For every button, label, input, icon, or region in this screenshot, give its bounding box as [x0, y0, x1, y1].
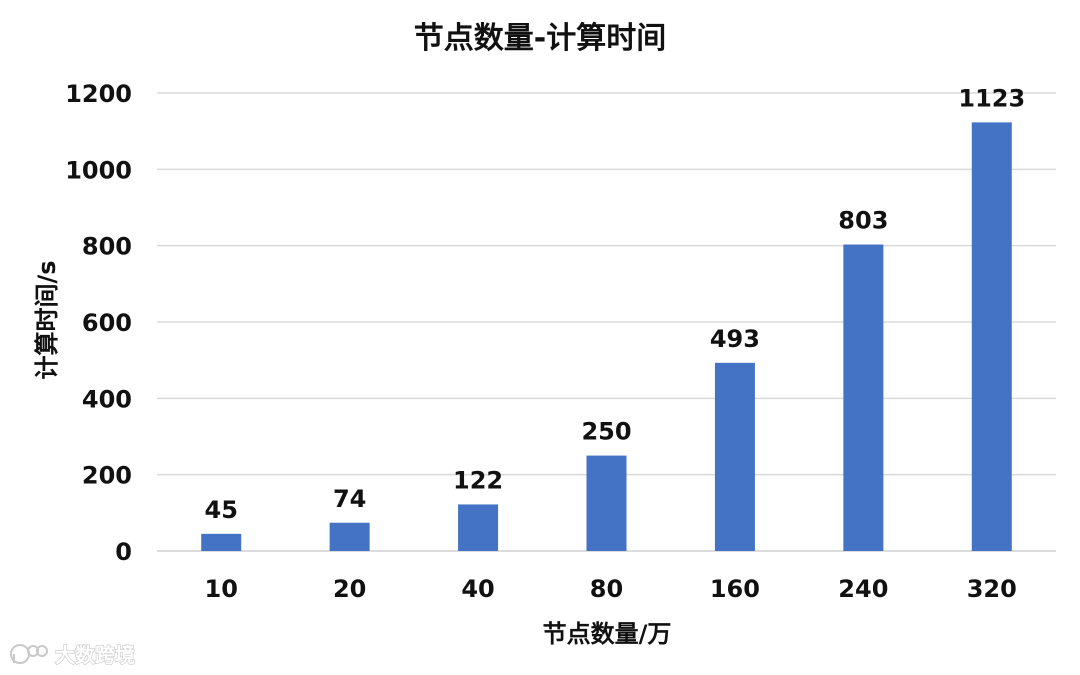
- bar: [714, 362, 755, 551]
- x-tick-label: 10: [205, 575, 238, 603]
- y-tick-label: 0: [115, 538, 132, 566]
- bar: [329, 522, 370, 551]
- y-tick-label: 600: [82, 309, 132, 337]
- bar-value-label: 1123: [958, 84, 1025, 112]
- bar: [843, 244, 884, 551]
- watermark-text: 大数跨境: [55, 643, 135, 667]
- bar-value-label: 45: [205, 496, 238, 524]
- bar: [458, 504, 499, 551]
- logo-icon: [10, 644, 48, 664]
- bars: [201, 122, 1012, 551]
- chart-title: 节点数量-计算时间: [414, 21, 666, 56]
- bar-value-label: 74: [333, 485, 366, 513]
- bar: [586, 455, 627, 551]
- gridlines: [157, 92, 1056, 552]
- y-axis-ticks: 0 200 400 600 800 1000 1200: [65, 80, 132, 566]
- x-tick-label: 40: [461, 575, 494, 603]
- x-tick-label: 240: [838, 575, 888, 603]
- x-axis-ticks: 10 20 40 80 160 240 320: [205, 575, 1017, 603]
- data-labels: 45 74 122 250 493 803 1123: [205, 84, 1026, 523]
- bar-value-label: 122: [453, 466, 503, 494]
- y-tick-label: 800: [82, 233, 132, 261]
- watermark: 大数跨境: [10, 642, 136, 668]
- x-tick-label: 160: [710, 575, 760, 603]
- y-tick-label: 1200: [65, 80, 132, 108]
- x-tick-label: 320: [967, 575, 1017, 603]
- y-tick-label: 200: [82, 462, 132, 490]
- x-tick-label: 80: [590, 575, 623, 603]
- x-tick-label: 20: [333, 575, 366, 603]
- bar-value-label: 250: [581, 418, 631, 446]
- x-axis-label: 节点数量/万: [543, 620, 672, 648]
- y-tick-label: 400: [82, 385, 132, 413]
- bar-value-label: 493: [710, 325, 760, 353]
- y-axis-label: 计算时间/s: [33, 260, 61, 379]
- bar: [201, 533, 242, 551]
- bar: [971, 122, 1012, 551]
- y-tick-label: 1000: [65, 156, 132, 184]
- bar-value-label: 803: [838, 207, 888, 235]
